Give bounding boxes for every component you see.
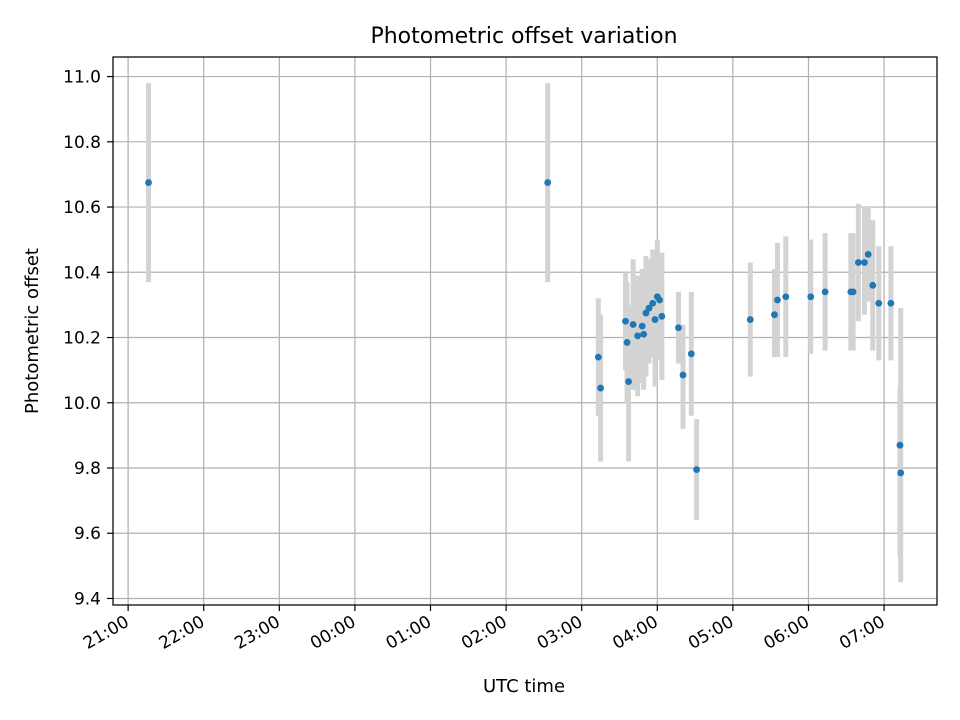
y-tick-label: 10.4 xyxy=(63,263,101,283)
data-point xyxy=(594,353,602,361)
data-point xyxy=(649,299,657,307)
data-point xyxy=(864,250,872,258)
data-point xyxy=(623,339,631,346)
grid xyxy=(113,57,937,605)
data-point xyxy=(645,304,653,312)
data-point xyxy=(656,296,663,304)
x-axis-label: UTC time xyxy=(483,676,565,697)
data-point xyxy=(854,259,862,266)
data-point xyxy=(807,293,815,301)
data-point xyxy=(544,179,552,186)
data-point xyxy=(640,330,648,338)
data-point xyxy=(782,293,790,301)
data-point xyxy=(145,179,152,186)
data-point xyxy=(629,321,637,328)
data-point xyxy=(896,441,904,449)
data-point xyxy=(897,469,905,477)
data-point xyxy=(622,317,629,325)
y-axis-ticks: 9.4 9.6 9.8 10.0 10.2 10.4 10.6 10.8 11.0 xyxy=(63,68,113,609)
y-axis-label: Photometric offset xyxy=(22,248,43,414)
data-point xyxy=(625,378,632,385)
data-point xyxy=(887,299,895,307)
y-tick-label: 10.6 xyxy=(63,198,101,218)
data-point xyxy=(869,281,877,289)
data-point xyxy=(746,316,754,323)
data-point xyxy=(771,311,778,319)
data-point xyxy=(875,299,883,307)
y-tick-label: 10.0 xyxy=(63,394,101,414)
data-point xyxy=(687,350,695,358)
y-tick-label: 9.6 xyxy=(74,524,101,544)
data-point xyxy=(679,371,687,379)
y-tick-label: 10.8 xyxy=(63,133,101,153)
plot-frame xyxy=(112,56,938,606)
y-tick-label: 9.4 xyxy=(74,589,101,609)
data-point xyxy=(634,332,642,340)
chart-title: Photometric offset variation xyxy=(370,24,677,49)
data-point xyxy=(658,312,666,320)
data-point xyxy=(638,322,646,330)
data-point xyxy=(642,309,650,317)
y-tick-label: 11.0 xyxy=(63,68,101,88)
y-tick-label: 10.2 xyxy=(63,329,101,349)
data-point xyxy=(849,288,857,296)
data-point xyxy=(675,324,682,332)
y-tick-label: 9.8 xyxy=(74,459,101,479)
data-point xyxy=(821,288,829,296)
data-point xyxy=(861,259,868,266)
data-point xyxy=(597,384,604,392)
data-point xyxy=(693,466,701,474)
data-point xyxy=(651,316,659,323)
data-point xyxy=(774,296,781,304)
data-points xyxy=(145,179,905,477)
